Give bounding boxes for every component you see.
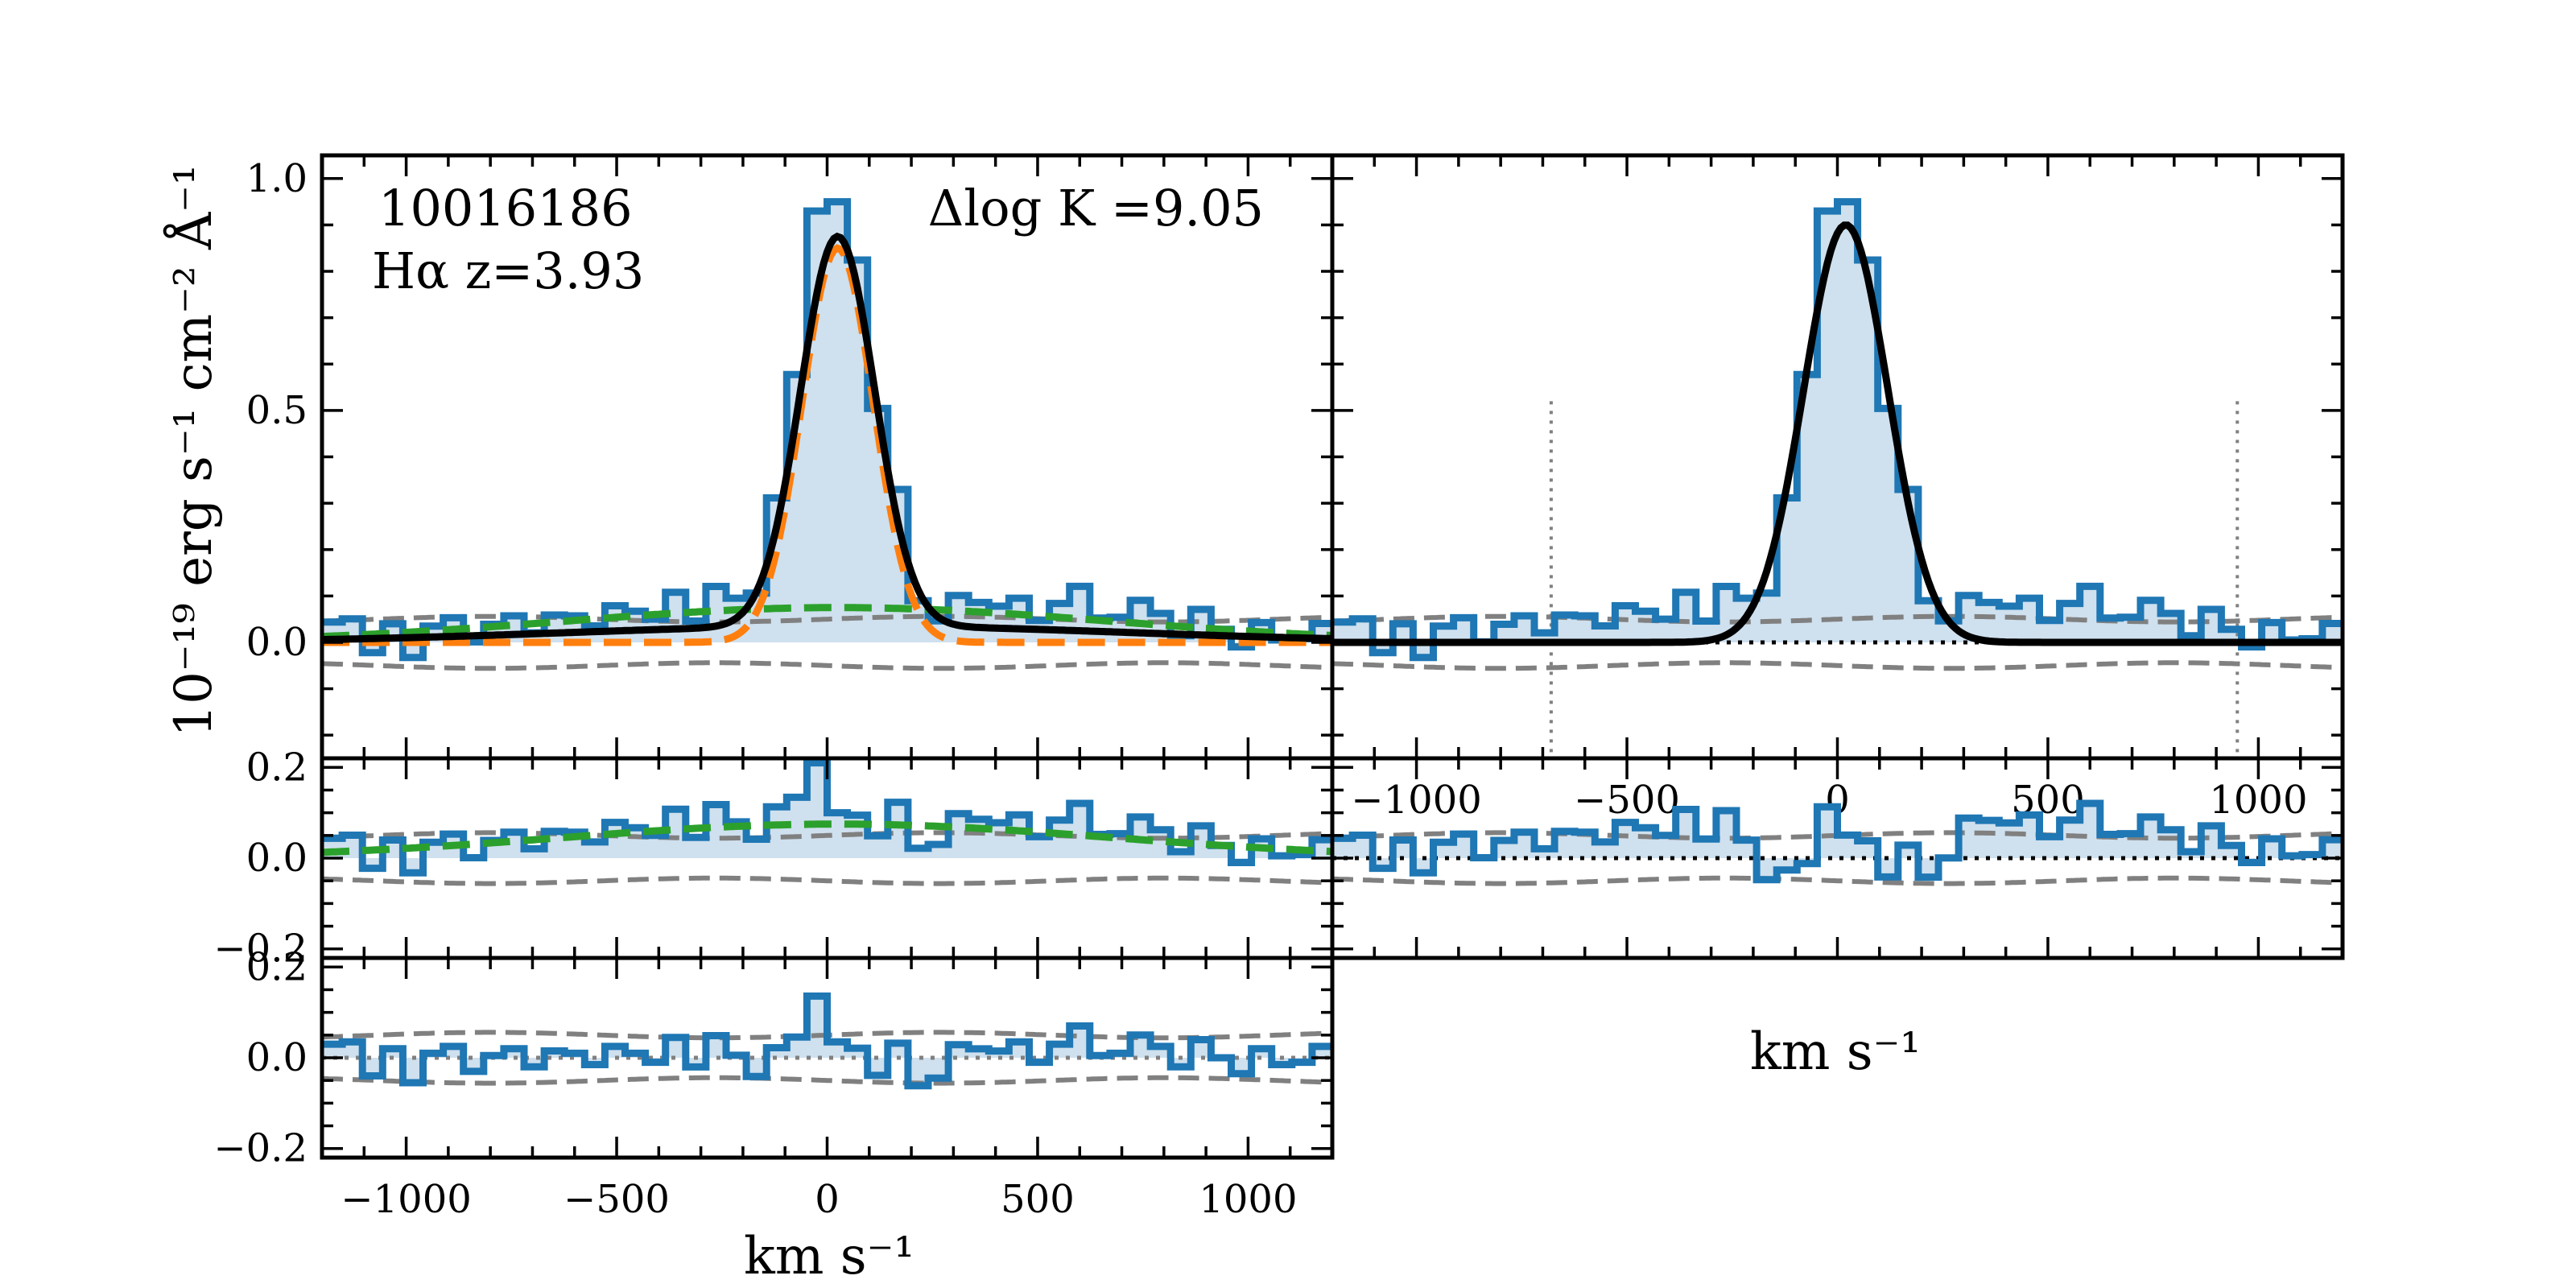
flux-fill-right-mid — [1332, 803, 2343, 880]
broad-component-curve — [322, 604, 1332, 641]
x-axis-label-right: km s⁻¹ — [1750, 1022, 1921, 1082]
noise-upper-left-main — [322, 613, 1332, 625]
y-tick-label-left-mid: −0.2 — [213, 927, 308, 972]
delta-logk-label: Δlog K =9.05 — [928, 179, 1264, 237]
noise-lower-right-mid — [1332, 875, 2343, 886]
y-tick-label-left-main: 0.0 — [246, 620, 308, 665]
x-tick-label-left-bottom: −500 — [564, 1177, 670, 1222]
single-model-curve — [1332, 221, 2343, 646]
y-tick-label-left-mid: 0.2 — [246, 745, 308, 790]
x-tick-label-right-main: −500 — [1574, 778, 1680, 823]
y-tick-label-left-bottom: −0.2 — [213, 1126, 308, 1171]
flux-fill-right-main — [1332, 201, 2343, 658]
x-tick-label-left-bottom: 0 — [815, 1177, 840, 1222]
flux-fill-left-mid — [322, 762, 1332, 873]
y-axis-label: 10⁻¹⁹ erg s⁻¹ cm⁻² Å⁻¹ — [163, 164, 224, 737]
plot-area-right-main — [1332, 198, 2343, 758]
x-tick-label-right-main: 1000 — [2209, 778, 2307, 823]
x-tick-label-left-bottom: 500 — [1001, 1177, 1075, 1222]
noise-lower-left-mid — [322, 875, 1332, 886]
noise-lower-left-main — [322, 660, 1332, 671]
data-step-left-bottom — [322, 992, 1332, 1090]
panel-right-main: −1000 −500 0 500 1000 — [1330, 153, 2345, 823]
y-tick-label-left-main: 0.5 — [246, 388, 308, 433]
x-tick-label-right-main: −1000 — [1351, 778, 1481, 823]
y-tick-label-left-main: 1.0 — [246, 156, 308, 201]
line-label: Hα z=3.93 — [372, 242, 644, 300]
data-step-right-main — [1332, 198, 2343, 662]
y-tick-label-left-bottom: 0.0 — [246, 1035, 308, 1080]
noise-lower-right-main — [1332, 660, 2343, 671]
y-tick-label-left-bottom: 0.2 — [246, 944, 308, 989]
panel-left-main: 0.0 0.5 1.0 — [246, 153, 1335, 761]
noise-upper-right-main — [1332, 613, 2343, 625]
x-tick-label-left-bottom: 1000 — [1199, 1177, 1297, 1222]
panel-left-bottom: −0.2 0.0 0.2 −1000 −500 0 500 1000 — [213, 944, 1335, 1222]
panel-right-mid — [1330, 756, 2345, 960]
broad-component-residual-curve — [322, 820, 1332, 857]
plot-area-left-mid — [322, 759, 1332, 886]
object-id-label: 10016186 — [378, 179, 633, 237]
x-tick-label-left-bottom: −1000 — [341, 1177, 471, 1222]
plot-area-left-main — [322, 198, 1332, 671]
y-tick-label-left-mid: 0.0 — [246, 836, 308, 881]
flux-fill-left-main — [322, 201, 1332, 658]
plot-area-left-bottom — [322, 992, 1332, 1090]
noise-lower-left-bottom — [322, 1075, 1332, 1086]
noise-upper-left-mid — [322, 830, 1332, 841]
plot-area-right-mid — [1332, 799, 2343, 886]
total-model-curve — [322, 232, 1332, 643]
panel-left-mid: −0.2 0.0 0.2 — [213, 745, 1335, 972]
narrow-component-curve — [322, 244, 1332, 646]
data-step-right-mid — [1332, 799, 2343, 884]
x-axis-label-left: km s⁻¹ — [744, 1227, 914, 1286]
